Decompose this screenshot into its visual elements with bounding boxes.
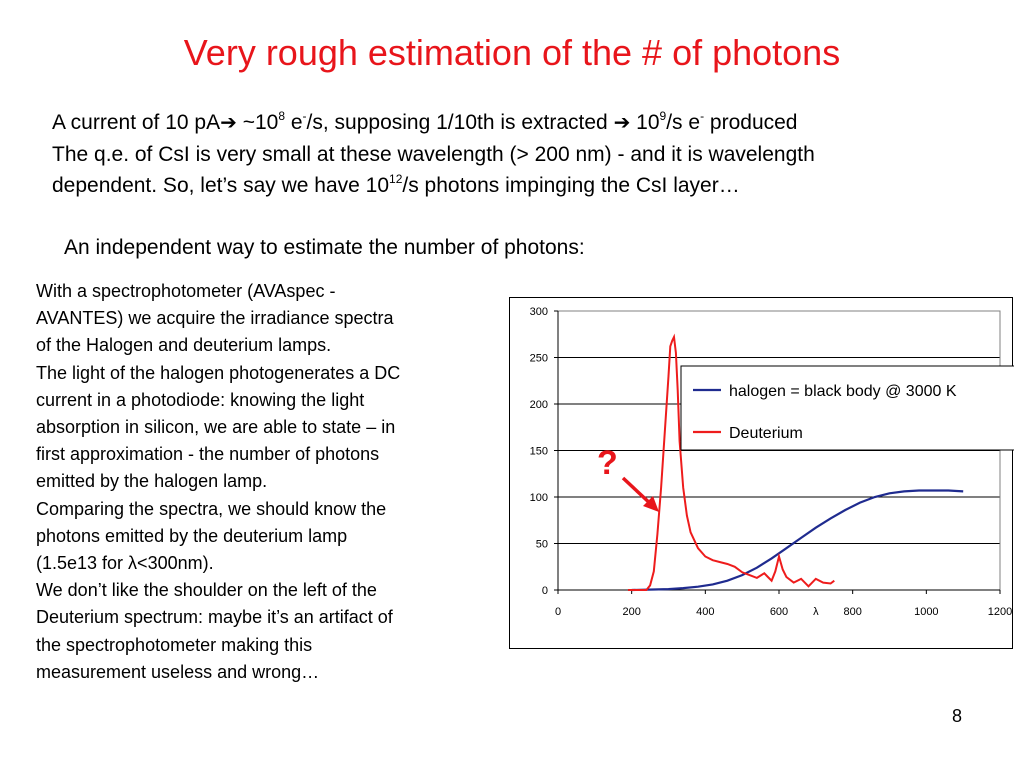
explanation-line: The light of the halogen photogenerates … [36,362,401,383]
explanation-line: (1.5e13 for λ<300nm). [36,553,214,574]
y-tick-label: 250 [530,353,548,365]
superscript: - [302,109,307,123]
annotation-arrowhead [643,496,659,512]
intro-line-3: dependent. So, let’s say we have 1012/s … [52,170,1002,201]
explanation-column: With a spectrophotometer (AVAspec - AVAN… [36,278,506,686]
slide-title: Very rough estimation of the # of photon… [183,32,841,73]
x-axis-label: λ [813,606,819,618]
x-tick-label: 600 [770,606,788,618]
superscript: - [700,109,705,123]
subheading: An independent way to estimate the numbe… [64,236,585,259]
chart-svg: 0 50 100 150 200 250 300 0 200 400 600 800 1000 1200 λ… [530,306,1014,618]
intro-text: dependent. So, let’s say we have 10 [52,174,390,197]
explanation-line: first approximation - the number of phot… [36,444,380,465]
spectrum-chart: 0 50 100 150 200 250 300 0 200 400 600 800 1000 1200 λ… [509,297,1014,649]
intro-text: 10 [630,111,660,134]
legend-label: halogen = black body @ 3000 K [729,383,957,400]
explanation-line: AVANTES) we acquire the irradiance spect… [36,308,394,329]
intro-text: A current of 10 pA [52,111,221,134]
series-line-deuterium [628,333,835,591]
right-arrow-icon: ➔ [613,112,631,134]
series-line-halogen [631,489,964,592]
page-number: 8 [952,706,963,726]
intro-line-2: The q.e. of CsI is very small at these w… [52,143,815,166]
y-tick-label: 0 [542,585,548,597]
y-tick-label: 300 [530,306,548,318]
y-tick-label: 50 [536,539,548,551]
intro-text: /s e [666,111,701,134]
superscript: 12 [389,172,403,186]
y-tick-label: 150 [530,446,548,458]
legend-box [680,365,1014,451]
x-tick-label: 200 [622,606,640,618]
intro-text: ~10 [236,111,279,134]
question-mark-annotation: ? [597,444,618,482]
intro-line-1: A current of 10 pA➔ ~108 e-/s, supposing… [52,107,1002,139]
explanation-line: of the Halogen and deuterium lamps. [36,335,332,356]
legend-label: Deuterium [729,425,803,442]
intro-paragraph: A current of 10 pA➔ ~108 e-/s, supposing… [52,107,1002,201]
explanation-line: measurement useless and wrong… [36,661,320,682]
intro-text: e [285,111,303,134]
explanation-line: the spectrophotometer making this [36,634,313,655]
explanation-line: emitted by the halogen lamp. [36,471,268,492]
intro-text: produced [704,111,798,134]
x-tick-label: 800 [843,606,861,618]
right-arrow-icon: ➔ [220,112,237,134]
explanation-line: photons emitted by the deuterium lamp [36,525,348,546]
explanation-line: With a spectrophotometer (AVAspec - [36,281,336,301]
superscript: 8 [278,109,286,123]
intro-text: /s, supposing 1/10th is extracted [306,111,614,134]
superscript: 9 [659,109,667,123]
intro-text: /s photons impinging the CsI layer… [402,174,740,197]
explanation-line: current in a photodiode: knowing the lig… [36,389,365,410]
x-tick-label: 1200 [988,606,1012,618]
explanation-line: absorption in silicon, we are able to st… [36,417,396,438]
y-tick-label: 200 [530,399,548,411]
x-tick-label: 0 [555,606,561,618]
y-tick-label: 100 [530,492,548,504]
x-tick-label: 400 [696,606,714,618]
explanation-line: Comparing the spectra, we should know th… [36,498,387,519]
x-tick-label: 1000 [914,606,938,618]
explanation-line: Deuterium spectrum: maybe it’s an artifa… [36,607,393,628]
explanation-line: We don’t like the shoulder on the left o… [36,580,377,601]
